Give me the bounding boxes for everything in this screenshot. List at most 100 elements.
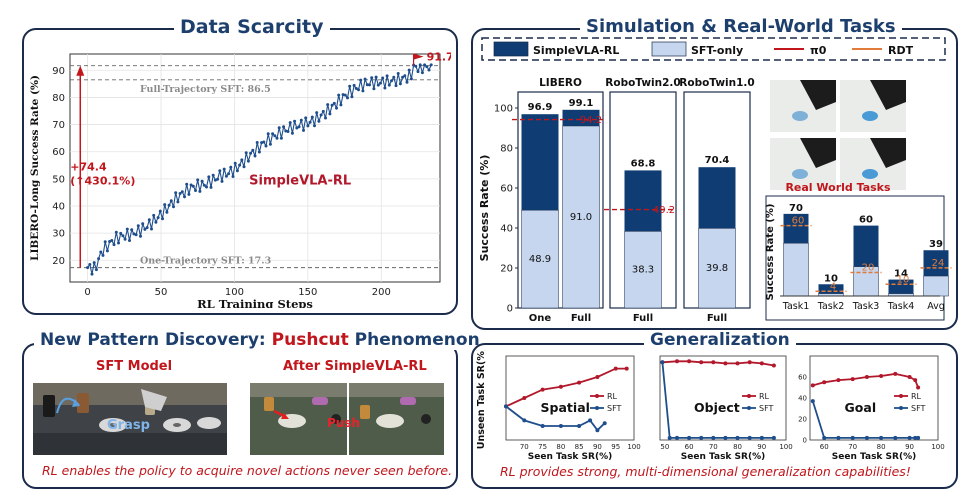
real-category-label: Task4 [887,301,915,312]
data-point [427,68,431,72]
rl-line [505,367,627,408]
data-point [321,109,325,113]
robot-gripper [141,389,167,411]
sft-value-label: 91.0 [570,212,592,223]
sft-bar-segment [562,125,600,309]
data-point [86,266,90,270]
data-point [246,159,250,163]
gen-plot-area [659,355,787,441]
data-point [94,268,98,272]
bottle-1 [43,395,55,417]
data-point [392,75,396,79]
gen-legend-label: SFT [759,404,774,413]
data-point [183,195,186,199]
data-point [150,227,153,231]
sim-y-tick-label: 20 [500,264,513,275]
rdt-value-label: 24 [932,258,945,269]
real-category-label: Task1 [782,301,810,312]
gen-data-point [771,435,776,440]
gen-data-point [879,435,884,440]
y-tick-label: 60 [52,147,65,158]
data-point [401,75,405,79]
real-rl-value-label: 70 [789,203,803,214]
data-point [117,241,120,245]
real-rl-bar-segment [923,250,949,277]
black-ball-2 [421,414,431,424]
real-rl-bar-segment [818,284,844,294]
sft-value-label: 38.3 [632,265,654,276]
data-point [205,185,208,189]
gen-legend-marker [899,406,903,410]
gain-percent-label: (↑430.1%) [70,175,135,188]
bar-category-label: Full [571,313,591,324]
rdt-value-label: 4 [830,281,836,292]
robot-arm [800,138,836,168]
real-world-title: Real World Tasks [785,181,891,194]
data-point [218,169,222,173]
gen-data-point [771,363,776,368]
data-point [253,154,257,158]
gen-data-point [602,421,607,426]
rl-value-label: 68.8 [631,158,656,169]
gen-x-axis-label: Seen Task SR(%) [528,452,612,462]
data-point [143,227,147,231]
gen-y-tick-label: 20 [798,416,807,424]
data-point [114,230,118,234]
sft-bar-segment [624,231,662,309]
purple-object-2 [400,397,416,405]
rl-line [662,360,775,367]
sft-line [811,400,919,439]
y-tick-label: 30 [52,229,65,240]
data-point [339,103,343,107]
data-point [379,81,382,85]
data-point [174,191,178,195]
plate-3 [197,417,221,429]
reference-line-label: Full-Trajectory SFT: 86.5 [140,84,271,95]
data-point [191,184,195,188]
data-point [101,253,105,257]
data-point [130,228,134,232]
data-point [88,263,92,266]
gen-data-point [759,361,764,366]
sim-y-tick-label: 0 [507,304,513,315]
x-tick-label: 0 [84,287,90,298]
data-point [304,116,308,120]
data-point [105,249,109,253]
gen-x-tick-label: 95 [611,443,620,451]
data-point [295,126,299,130]
gen-data-point [687,359,692,364]
data-point [390,79,393,83]
data-point [209,185,213,189]
gen-data-point [723,361,728,366]
data-point [119,231,123,235]
data-point [156,216,160,220]
gen-x-tick-label: 60 [685,443,694,451]
data-point [317,119,321,123]
data-point [257,150,261,154]
data-point [387,83,391,87]
rl-bar-segment [521,114,559,211]
pattern-title-prefix: New Pattern Discovery: [40,330,272,350]
jar-2 [360,405,370,419]
data-point [233,161,237,165]
data-point [346,96,349,100]
bar-category-label: Full [707,313,727,324]
y-tick-label: 70 [52,120,65,131]
data-point [286,130,290,133]
data-point [268,142,272,146]
data-point [238,163,242,167]
legend-box [481,37,946,61]
data-point [90,272,94,276]
gen-x-tick-label: 85 [575,443,584,451]
benchmark-name: RoboTwin2.0 [605,77,680,89]
sim-y-tick-label: 80 [500,144,513,155]
gen-data-point [667,435,672,440]
sim-y-tick-label: 60 [500,184,513,195]
y-tick-label: 20 [52,256,65,267]
gen-data-point [595,375,600,379]
data-point [103,240,107,244]
gen-data-point [759,435,764,440]
data-point [251,148,255,152]
data-point [147,218,151,222]
benchmark-box [517,91,604,309]
